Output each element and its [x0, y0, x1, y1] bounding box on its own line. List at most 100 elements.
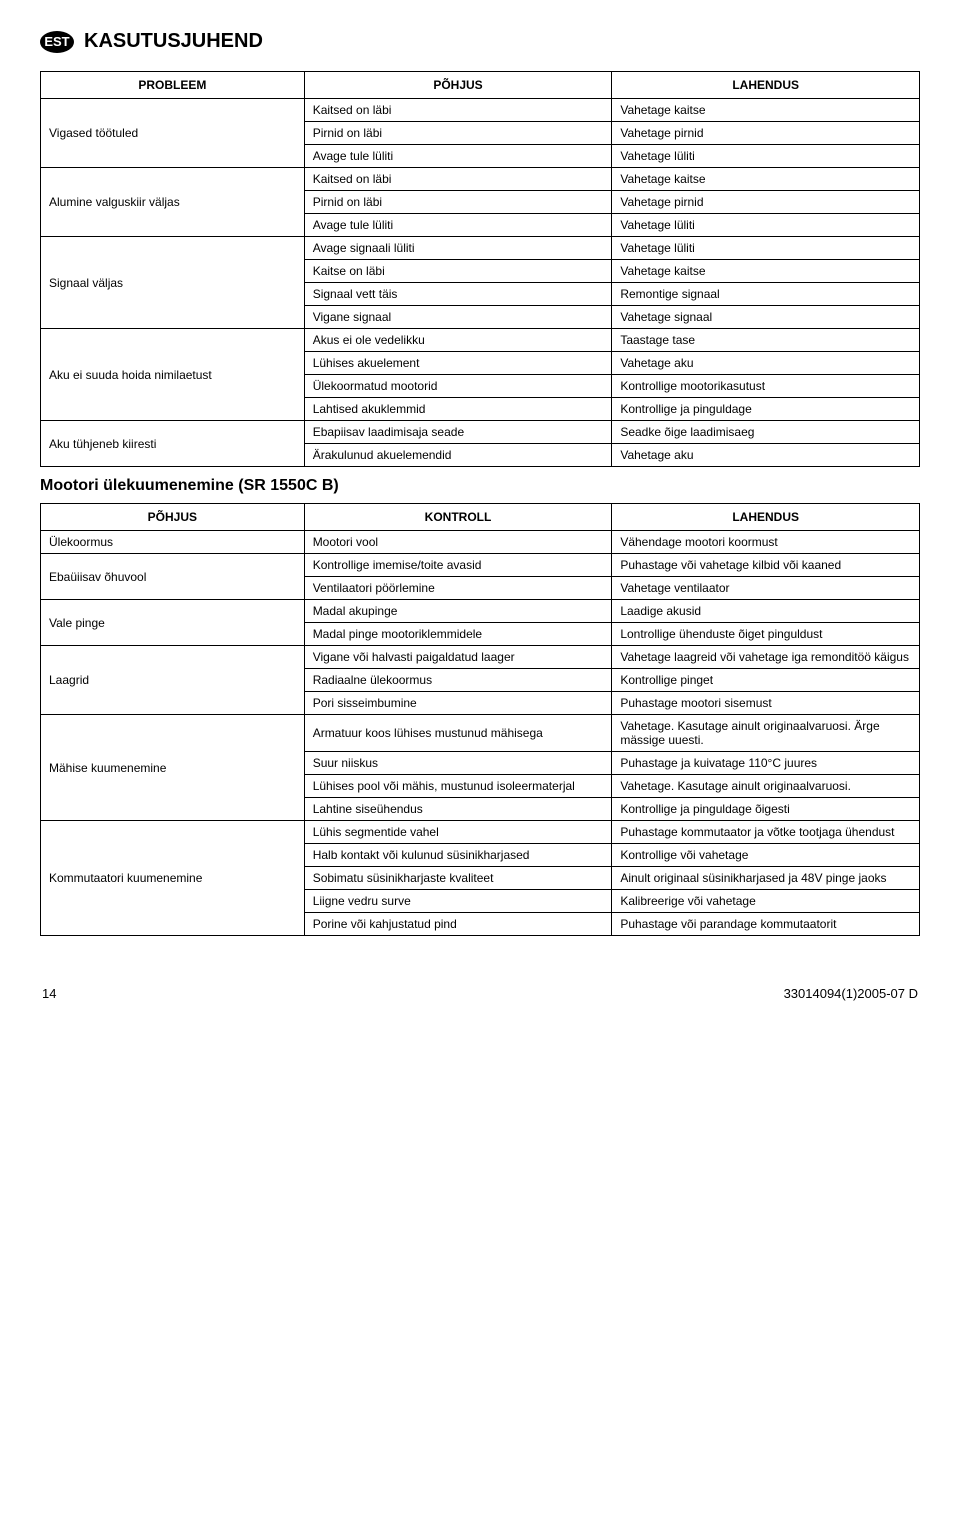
table-cell: Vahetage kaitse: [612, 99, 920, 122]
table-row: Vale pingeMadal akupingeLaadige akusid: [41, 600, 920, 623]
table-cell: Kaitsed on läbi: [304, 168, 612, 191]
table-cell: Vahetage. Kasutage ainult originaalvaruo…: [612, 715, 920, 752]
table-cell: Pirnid on läbi: [304, 122, 612, 145]
table-cell: Puhastage või parandage kommutaatorit: [612, 913, 920, 936]
group-label: Ülekoormus: [41, 531, 305, 554]
table-cell: Kontrollige imemise/toite avasid: [304, 554, 612, 577]
table-cell: Kalibreerige või vahetage: [612, 890, 920, 913]
col-solution: LAHENDUS: [612, 72, 920, 99]
table-cell: Vahetage lüliti: [612, 237, 920, 260]
table-cell: Lahtised akuklemmid: [304, 398, 612, 421]
table-cell: Vigane signaal: [304, 306, 612, 329]
col-problem: PROBLEEM: [41, 72, 305, 99]
table-cell: Kontrollige pinget: [612, 669, 920, 692]
table-cell: Remontige signaal: [612, 283, 920, 306]
table-row: Aku tühjeneb kiirestiEbapiisav laadimisa…: [41, 421, 920, 444]
table-cell: Vahetage aku: [612, 352, 920, 375]
group-label: Kommutaatori kuumenemine: [41, 821, 305, 936]
page-footer: 14 33014094(1)2005-07 D: [40, 986, 920, 1001]
table-cell: Puhastage kommutaator ja võtke tootjaga …: [612, 821, 920, 844]
table-cell: Vahetage ventilaator: [612, 577, 920, 600]
table-cell: Vahetage kaitse: [612, 168, 920, 191]
table-cell: Kaitse on läbi: [304, 260, 612, 283]
table-cell: Kontrollige ja pinguldage: [612, 398, 920, 421]
table-cell: Ventilaatori pöörlemine: [304, 577, 612, 600]
table-cell: Kaitsed on läbi: [304, 99, 612, 122]
col-solution-2: LAHENDUS: [612, 504, 920, 531]
page-container: EST KASUTUSJUHEND PROBLEEM PÕHJUS LAHEND…: [0, 0, 960, 1021]
table-row: Kommutaatori kuumenemineLühis segmentide…: [41, 821, 920, 844]
table-cell: Vahetage aku: [612, 444, 920, 467]
table-cell: Puhastage või vahetage kilbid või kaaned: [612, 554, 920, 577]
table-cell: Ärakulunud akuelemendid: [304, 444, 612, 467]
troubleshooting-table-1: PROBLEEM PÕHJUS LAHENDUS Vigased töötule…: [40, 71, 920, 467]
table-cell: Pori sisseimbumine: [304, 692, 612, 715]
country-badge: EST: [40, 31, 74, 53]
col-cause: PÕHJUS: [304, 72, 612, 99]
table-cell: Mootori vool: [304, 531, 612, 554]
table-cell: Vahetage signaal: [612, 306, 920, 329]
table-cell: Suur niiskus: [304, 752, 612, 775]
table-cell: Puhastage ja kuivatage 110°C juures: [612, 752, 920, 775]
table-cell: Lühis segmentide vahel: [304, 821, 612, 844]
table-cell: Vähendage mootori koormust: [612, 531, 920, 554]
table-cell: Vahetage. Kasutage ainult originaalvaruo…: [612, 775, 920, 798]
table-row: Mähise kuumenemineArmatuur koos lühises …: [41, 715, 920, 752]
table-cell: Avage tule lüliti: [304, 214, 612, 237]
section-heading: Mootori ülekuumenemine (SR 1550C B): [40, 477, 920, 495]
table-cell: Ebapiisav laadimisaja seade: [304, 421, 612, 444]
table-cell: Taastage tase: [612, 329, 920, 352]
table-cell: Vahetage pirnid: [612, 122, 920, 145]
table-cell: Sobimatu süsinikharjaste kvaliteet: [304, 867, 612, 890]
table-cell: Laadige akusid: [612, 600, 920, 623]
table-cell: Ainult originaal süsinikharjased ja 48V …: [612, 867, 920, 890]
table-cell: Kontrollige ja pinguldage õigesti: [612, 798, 920, 821]
table-row: Signaal väljasAvage signaali lülitiVahet…: [41, 237, 920, 260]
troubleshooting-table-2: PÕHJUS KONTROLL LAHENDUS ÜlekoormusMooto…: [40, 503, 920, 936]
group-label: Mähise kuumenemine: [41, 715, 305, 821]
col-cause-2: PÕHJUS: [41, 504, 305, 531]
group-label: Aku tühjeneb kiiresti: [41, 421, 305, 467]
table-cell: Vahetage lüliti: [612, 145, 920, 168]
group-label: Signaal väljas: [41, 237, 305, 329]
table-cell: Lühises akuelement: [304, 352, 612, 375]
table-cell: Lahtine siseühendus: [304, 798, 612, 821]
table-row: Vigased töötuledKaitsed on läbiVahetage …: [41, 99, 920, 122]
page-header: EST KASUTUSJUHEND: [40, 30, 920, 53]
table-cell: Vahetage lüliti: [612, 214, 920, 237]
table-cell: Pirnid on läbi: [304, 191, 612, 214]
table-cell: Liigne vedru surve: [304, 890, 612, 913]
group-label: Laagrid: [41, 646, 305, 715]
table-cell: Puhastage mootori sisemust: [612, 692, 920, 715]
table-row: LaagridVigane või halvasti paigaldatud l…: [41, 646, 920, 669]
table-cell: Lühises pool või mähis, mustunud isoleer…: [304, 775, 612, 798]
group-label: Ebaüiisav õhuvool: [41, 554, 305, 600]
table-cell: Madal akupinge: [304, 600, 612, 623]
table-cell: Avage tule lüliti: [304, 145, 612, 168]
table-cell: Signaal vett täis: [304, 283, 612, 306]
table-row: ÜlekoormusMootori voolVähendage mootori …: [41, 531, 920, 554]
table-cell: Ülekoormatud mootorid: [304, 375, 612, 398]
table-cell: Halb kontakt või kulunud süsinikharjased: [304, 844, 612, 867]
table-row: Aku ei suuda hoida nimilaetustAkus ei ol…: [41, 329, 920, 352]
group-label: Aku ei suuda hoida nimilaetust: [41, 329, 305, 421]
group-label: Vale pinge: [41, 600, 305, 646]
table-cell: Lontrollige ühenduste õiget pinguldust: [612, 623, 920, 646]
table-row: Alumine valguskiir väljasKaitsed on läbi…: [41, 168, 920, 191]
table-cell: Vahetage kaitse: [612, 260, 920, 283]
table-cell: Seadke õige laadimisaeg: [612, 421, 920, 444]
table-cell: Kontrollige või vahetage: [612, 844, 920, 867]
table-cell: Akus ei ole vedelikku: [304, 329, 612, 352]
group-label: Vigased töötuled: [41, 99, 305, 168]
table-row: Ebaüiisav õhuvoolKontrollige imemise/toi…: [41, 554, 920, 577]
table-cell: Armatuur koos lühises mustunud mähisega: [304, 715, 612, 752]
table-cell: Avage signaali lüliti: [304, 237, 612, 260]
table-cell: Radiaalne ülekoormus: [304, 669, 612, 692]
doc-number: 33014094(1)2005-07 D: [784, 986, 918, 1001]
group-label: Alumine valguskiir väljas: [41, 168, 305, 237]
table-cell: Vigane või halvasti paigaldatud laager: [304, 646, 612, 669]
page-number: 14: [42, 986, 56, 1001]
table-cell: Kontrollige mootorikasutust: [612, 375, 920, 398]
manual-title: KASUTUSJUHEND: [84, 30, 263, 53]
col-check: KONTROLL: [304, 504, 612, 531]
